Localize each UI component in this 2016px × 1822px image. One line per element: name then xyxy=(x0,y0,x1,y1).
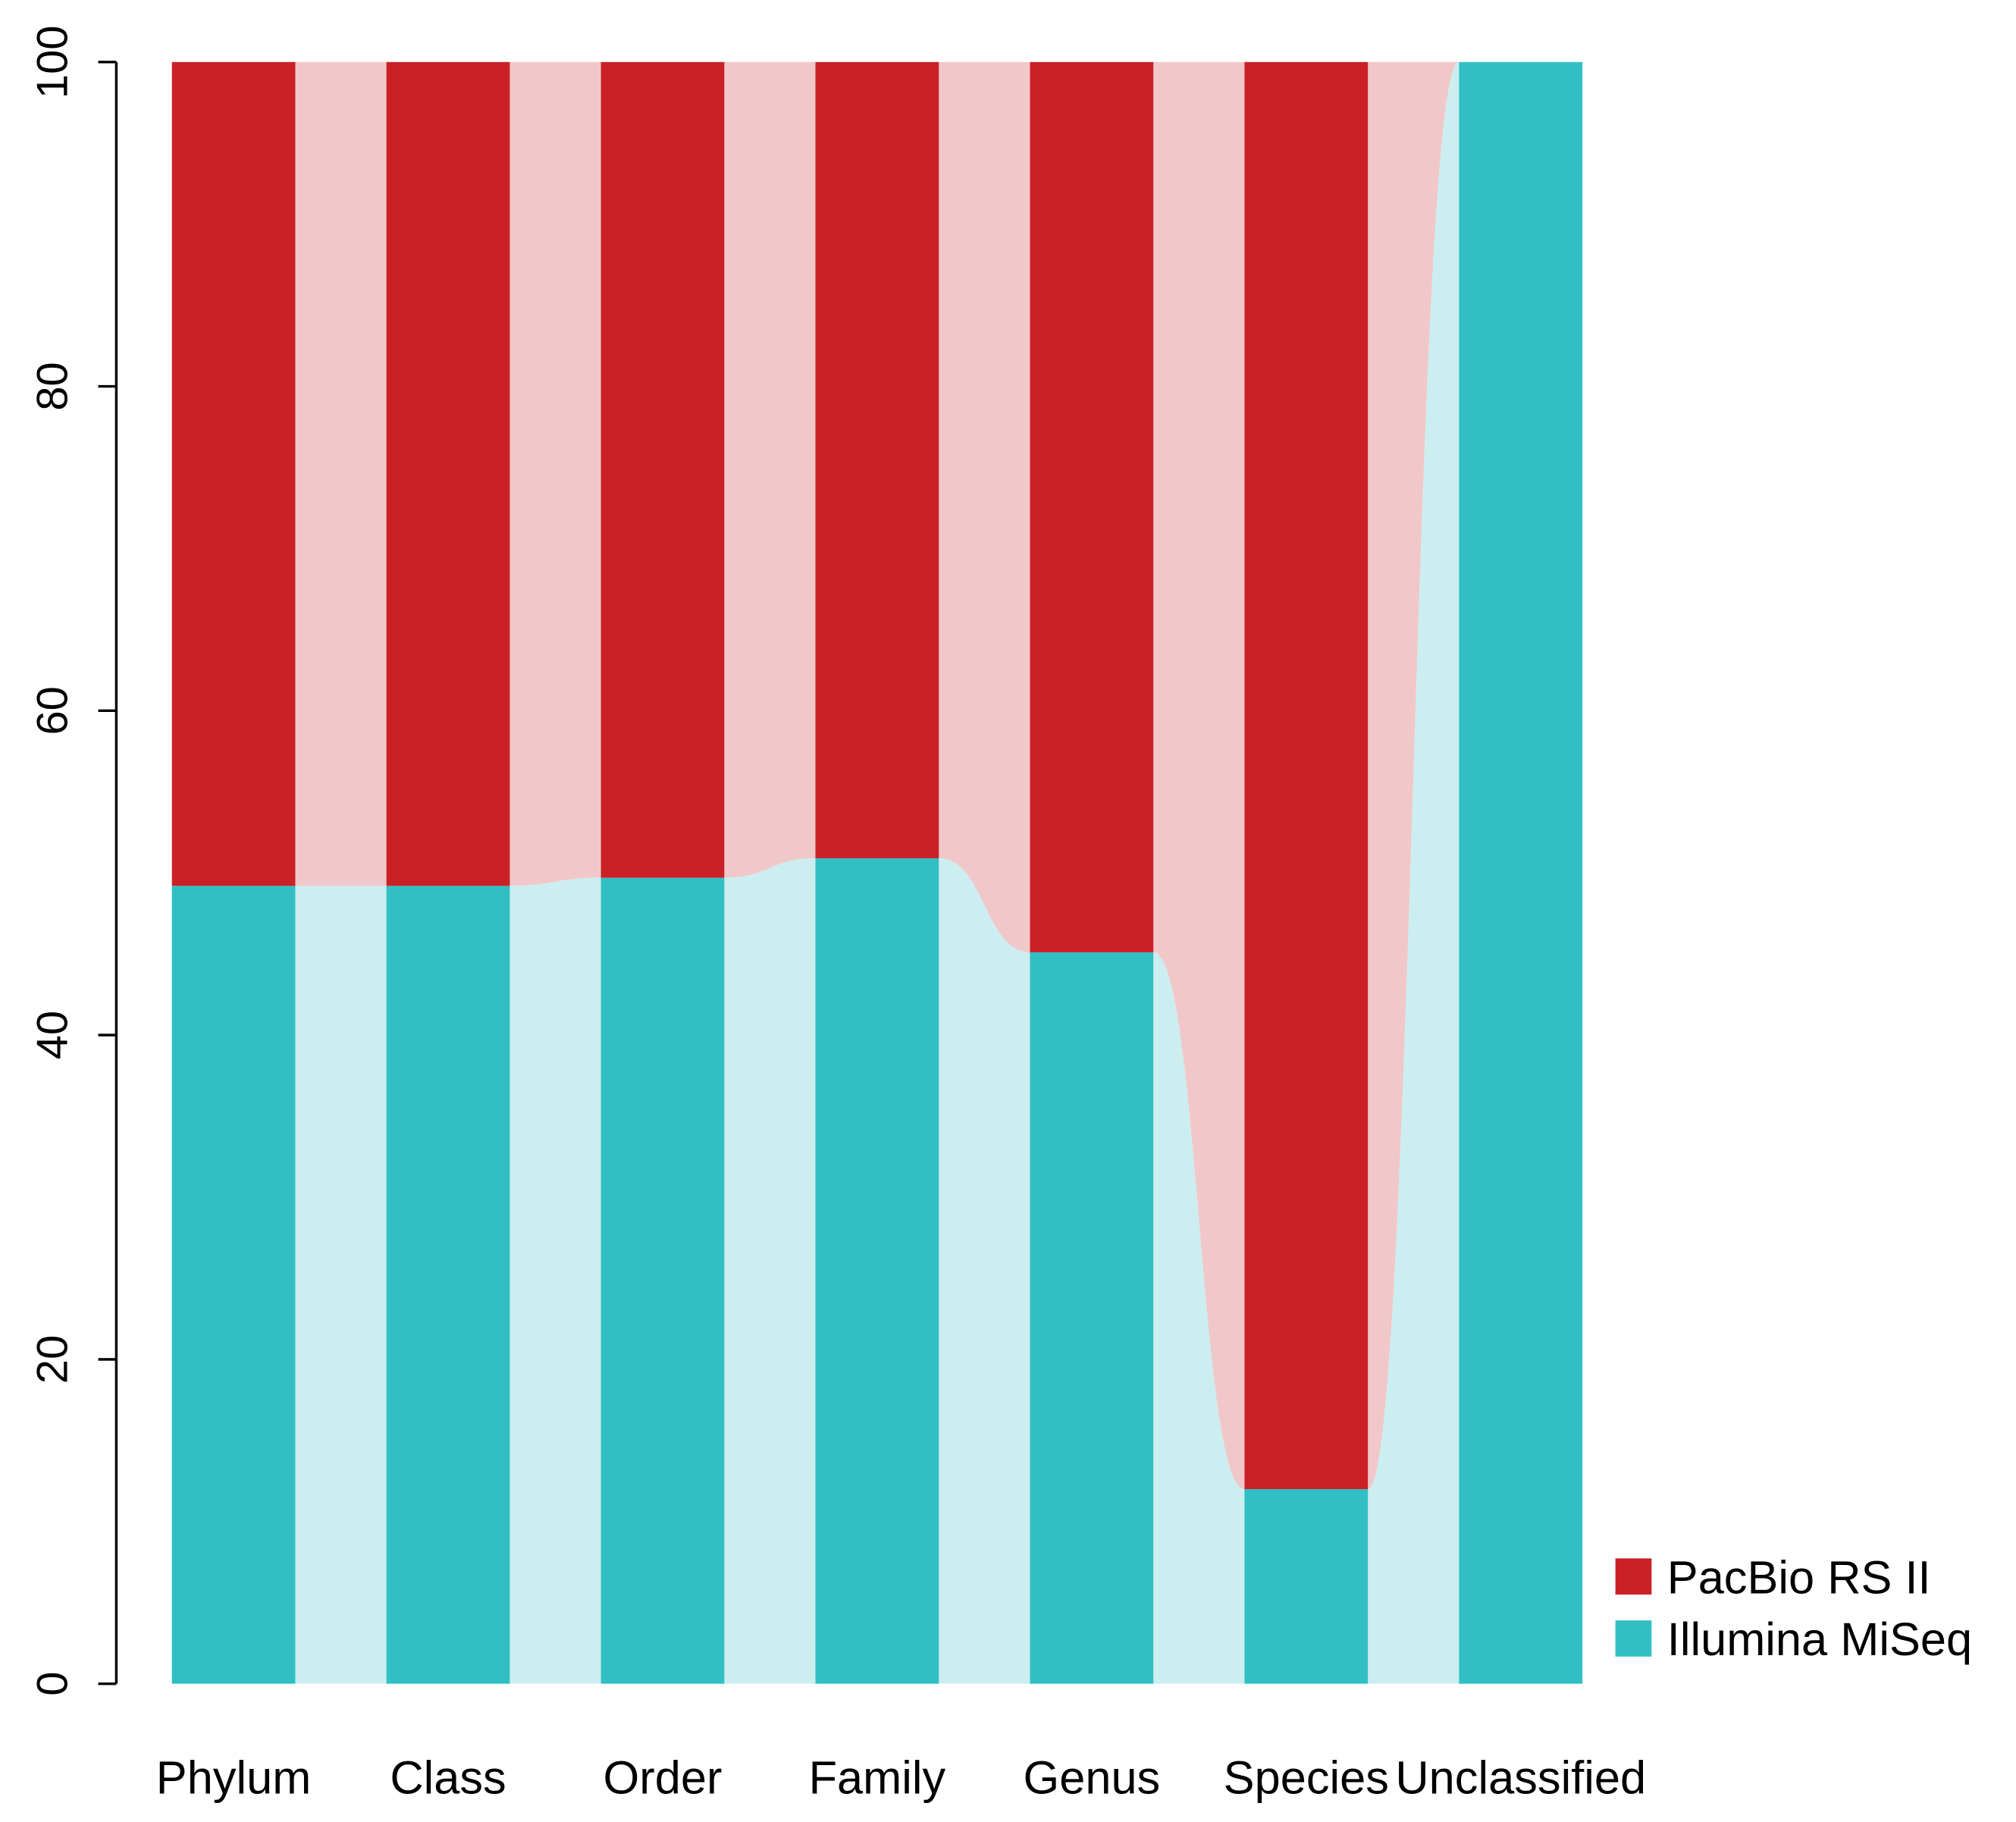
bar-illumina-family xyxy=(815,858,939,1684)
bar-pacbio-phylum xyxy=(171,61,296,886)
bar-illumina-class xyxy=(386,886,510,1684)
y-tick-label: 60 xyxy=(29,686,77,735)
connector-pacbio xyxy=(724,61,816,878)
connector-pacbio xyxy=(295,61,387,886)
bar-illumina-unclassified xyxy=(1459,61,1583,1684)
bar-illumina-genus xyxy=(1030,952,1154,1684)
connector-pacbio xyxy=(1153,61,1245,1489)
x-labels: Phylum Class Order Family Genus Species Unclas… xyxy=(156,1752,1646,1805)
legend-swatch-illumina xyxy=(1615,1620,1652,1657)
connector-illumina xyxy=(509,877,601,1684)
x-tick-label: Order xyxy=(604,1752,723,1805)
bar-pacbio-order xyxy=(600,61,725,878)
y-axis: 0 20 40 60 80 100 xyxy=(29,25,118,1696)
legend-label-illumina: Illumina MiSeq xyxy=(1667,1613,1972,1666)
legend-swatch-pacbio xyxy=(1615,1558,1652,1595)
y-tick-label: 20 xyxy=(29,1335,77,1384)
connector-illumina xyxy=(724,858,816,1684)
y-tick-label: 0 xyxy=(29,1672,77,1696)
x-tick-label: Family xyxy=(809,1752,946,1805)
bars xyxy=(171,61,1583,1684)
x-tick-label: Species xyxy=(1224,1752,1389,1805)
connector-illumina xyxy=(939,858,1030,1684)
connector-pacbio xyxy=(939,61,1030,953)
connector-illumina xyxy=(295,886,387,1684)
y-tick-label: 40 xyxy=(29,1011,77,1059)
connector-illumina xyxy=(1153,952,1245,1684)
bar-pacbio-genus xyxy=(1030,61,1154,953)
connector-illumina xyxy=(1368,61,1459,1684)
bar-pacbio-family xyxy=(815,61,939,858)
y-tick-label: 80 xyxy=(29,362,77,410)
bar-illumina-order xyxy=(600,877,725,1684)
bar-illumina-phylum xyxy=(171,886,296,1684)
x-tick-label: Unclassified xyxy=(1395,1752,1646,1805)
connector-pacbio xyxy=(509,61,601,886)
x-tick-label: Class xyxy=(390,1752,506,1805)
x-tick-label: Phylum xyxy=(156,1752,312,1805)
x-tick-label: Genus xyxy=(1023,1752,1160,1805)
legend-label-pacbio: PacBio RS II xyxy=(1667,1551,1931,1604)
connectors xyxy=(295,61,1459,1684)
bar-pacbio-class xyxy=(386,61,510,886)
y-tick-label: 100 xyxy=(29,25,77,99)
bar-illumina-species xyxy=(1244,1488,1369,1684)
bar-pacbio-species xyxy=(1244,61,1369,1489)
legend: PacBio RS II Illumina MiSeq xyxy=(1615,1551,1972,1666)
